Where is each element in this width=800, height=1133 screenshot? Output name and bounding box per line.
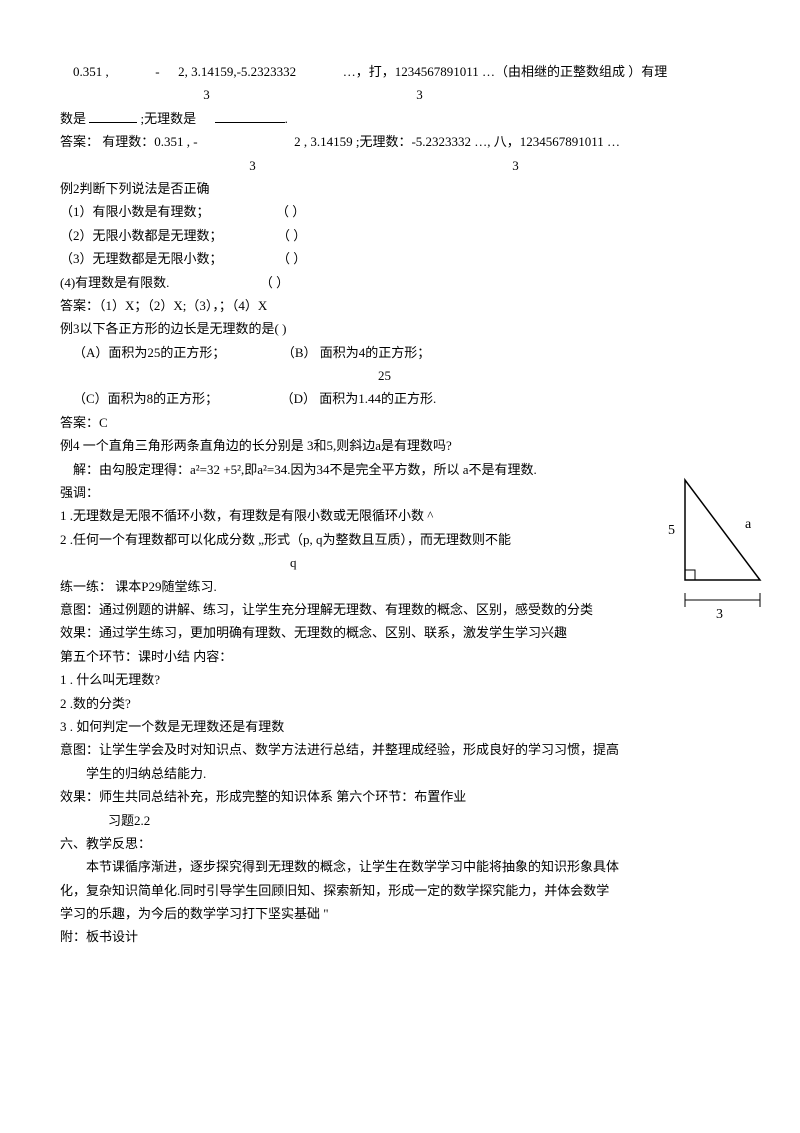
ex2-item2: （2）无限小数都是无理数； （ ）: [60, 224, 740, 247]
triangle-figure: 5 a 3: [660, 470, 780, 630]
t: 2 .任何一个有理数都可以化成分数: [60, 532, 258, 547]
t: (4)有理数是有限数.: [60, 275, 169, 290]
t: 2, 3.14159,-5.2323332: [178, 64, 296, 79]
emph-1: 1 .无理数是无限不循环小数，有理数是有限小数或无限循环小数 ^: [60, 504, 740, 527]
triangle-label-5: 5: [668, 518, 675, 543]
ex4-solution: 解：由勾股定理得：a²=32 +5²,即a²=34.因为34不是完全平方数，所以…: [60, 458, 740, 481]
ref1-line: 本节课循序渐进，逐步探究得到无理数的概念，让学生在数学学习中能将抽象的知识形象具…: [60, 855, 740, 878]
part5-line: 第五个环节：课时小结 内容：: [60, 645, 740, 668]
t: （ ）: [260, 275, 289, 290]
t: 3: [416, 87, 423, 102]
ex3-25: 25: [60, 364, 740, 387]
t: -: [155, 64, 159, 79]
part6-line: 六、教学反思：: [60, 832, 740, 855]
q2-line: 2 .数的分类?: [60, 692, 740, 715]
emph-title: 强调：: [60, 481, 740, 504]
t: （A）面积为25的正方形；: [73, 345, 225, 360]
practice-line: 练一练： 课本P29随堂练习.: [60, 575, 740, 598]
t: （1）有限小数是有理数；: [60, 204, 210, 219]
xg2-line: 效果：师生共同总结补充，形成完整的知识体系 第六个环节：布置作业: [60, 785, 740, 808]
t: （D） 面积为1.44的正方形.: [281, 391, 437, 406]
ex2-item4: (4)有理数是有限数. （ ）: [60, 271, 740, 294]
t: （ ）: [276, 204, 305, 219]
ex2-title: 例2判断下列说法是否正确: [60, 177, 740, 200]
yi1-line: 意图：通过例题的讲解、练习，让学生充分理解无理数、有理数的概念、区别，感受数的分…: [60, 598, 740, 621]
yi2a-line: 意图：让学生学会及时对知识点、数学方法进行总结，并整理成经验，形成良好的学习习惯…: [60, 738, 740, 761]
hw-line: 习题2.2: [60, 809, 740, 832]
ex3-answer: 答案：C: [60, 411, 740, 434]
yi2b-line: 学生的归纳总结能力.: [60, 762, 740, 785]
t: ;无理数是: [141, 111, 197, 126]
ex3-row2: （C）面积为8的正方形； （D） 面积为1.44的正方形.: [60, 387, 740, 410]
t: 3: [203, 87, 210, 102]
q3-line: 3 . 如何判定一个数是无理数还是有理数: [60, 715, 740, 738]
fill-blank-line: 数是 ;无理数是 .: [60, 107, 740, 130]
t: 0.351 ,: [73, 64, 109, 79]
ex3-row1: （A）面积为25的正方形； （B） 面积为4的正方形；: [60, 341, 740, 364]
fraction-denoms-row2: 3 3: [60, 154, 740, 177]
ex3-title: 例3以下各正方形的边长是无理数的是( ): [60, 317, 740, 340]
t: （ ）: [277, 228, 306, 243]
document-page: 5 a 3 0.351 , - 2, 3.14159,-5.2323332 …，…: [60, 60, 740, 1060]
t: 3: [512, 158, 519, 173]
t: （C）面积为8的正方形；: [73, 391, 218, 406]
t: （ ）: [277, 251, 306, 266]
blank-rational: [89, 109, 137, 123]
t: （B） 面积为4的正方形；: [282, 345, 430, 360]
fraction-denoms-row: 3 3: [60, 83, 740, 106]
line-numbers-list: 0.351 , - 2, 3.14159,-5.2323332 …，打，1234…: [60, 60, 740, 83]
t: …，打，1234567891011 …（由相继的正整数组成 ）有理: [343, 64, 668, 79]
t: 数是: [60, 111, 86, 126]
emph-2: 2 .任何一个有理数都可以化成分数 „形式（p, q为整数且互质），而无理数则不…: [60, 528, 740, 551]
answer-line-1: 答案： 有理数：0.351 , - 2 , 3.14159 ;无理数：-5.23…: [60, 130, 740, 153]
ex4-title: 例4 一个直角三角形两条直角边的长分别是 3和5,则斜边a是有理数吗?: [60, 434, 740, 457]
t: 答案： 有理数：0.351 , -: [60, 134, 198, 149]
ex2-item1: （1）有限小数是有理数； （ ）: [60, 200, 740, 223]
ex2-item3: （3）无理数都是无限小数； （ ）: [60, 247, 740, 270]
q-letter: q: [60, 551, 740, 574]
t: （3）无理数都是无限小数；: [60, 251, 223, 266]
ex2-answer: 答案：（1）X；（2）X;（3），；（4）X: [60, 294, 740, 317]
ref2-line: 化，复杂知识简单化.同时引导学生回顾旧知、探索新知，形成一定的数学探究能力，并体…: [60, 879, 740, 902]
t: 3: [249, 158, 256, 173]
triangle-label-3: 3: [716, 602, 723, 627]
q1-line: 1 . 什么叫无理数?: [60, 668, 740, 691]
blank-irrational: [215, 109, 285, 123]
appendix-line: 附：板书设计: [60, 925, 740, 948]
t: 2 , 3.14159 ;无理数：-5.2323332 …, 八，1234567…: [294, 134, 620, 149]
ref3-line: 学习的乐趣，为今后的数学学习打下坚实基础 ": [60, 902, 740, 925]
t: „形式（p, q为整数且互质），而无理数则不能: [258, 532, 511, 547]
triangle-label-a: a: [745, 512, 751, 537]
t: （2）无限小数都是无理数；: [60, 228, 223, 243]
xg1-line: 效果：通过学生练习，更加明确有理数、无理数的概念、区别、联系，激发学生学习兴趣: [60, 621, 740, 644]
